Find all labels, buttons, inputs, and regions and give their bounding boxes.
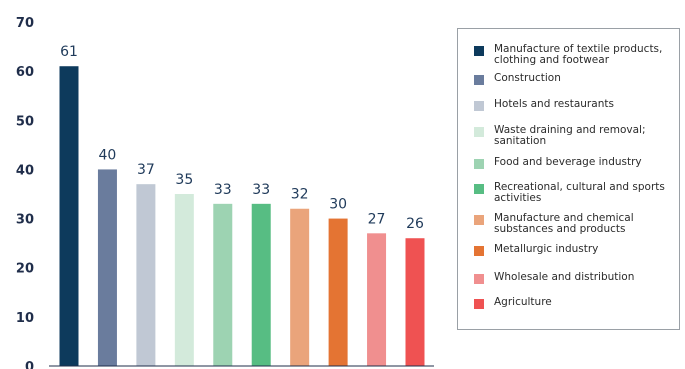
legend-label: Wholesale and distribution — [494, 271, 635, 283]
y-tick-label: 50 — [16, 114, 34, 129]
bar — [328, 218, 348, 366]
bar — [136, 184, 156, 366]
legend-label: Metallurgic industry — [494, 243, 599, 255]
y-tick-label: 40 — [16, 163, 34, 178]
legend-swatch — [474, 75, 484, 85]
data-label: 33 — [252, 182, 270, 198]
legend-label: Hotels and restaurants — [494, 98, 614, 110]
data-labels: 61 40 37 35 33 33 32 30 27 26 — [60, 44, 424, 232]
y-tick-label: 20 — [16, 262, 34, 277]
data-label: 30 — [329, 197, 347, 213]
legend: Manufacture of textile products, clothin… — [457, 28, 680, 330]
y-axis: 0 10 20 30 40 50 60 70 — [16, 16, 34, 369]
bars — [59, 66, 425, 366]
data-label: 40 — [99, 147, 117, 163]
legend-swatch — [474, 246, 484, 256]
legend-label: Food and beverage industry — [494, 156, 642, 168]
y-tick-label: 60 — [16, 65, 34, 80]
legend-item: Metallurgic industry — [474, 244, 674, 256]
legend-label: Recreational, cultural and sports activi… — [494, 181, 665, 204]
legend-item: Manufacture of textile products, clothin… — [474, 44, 674, 66]
legend-swatch — [474, 299, 484, 309]
bar — [290, 208, 310, 366]
bar — [213, 203, 233, 366]
legend-swatch — [474, 184, 484, 194]
bar — [367, 233, 387, 366]
y-tick-label: 0 — [25, 360, 34, 369]
data-label: 37 — [137, 162, 155, 178]
legend-swatch — [474, 274, 484, 284]
y-tick-label: 70 — [16, 16, 34, 31]
bar — [405, 238, 425, 366]
data-label: 26 — [406, 216, 424, 232]
legend-item: Agriculture — [474, 297, 674, 309]
y-tick-label: 30 — [16, 213, 34, 228]
legend-swatch — [474, 215, 484, 225]
data-label: 61 — [60, 44, 78, 60]
y-tick-label: 10 — [16, 311, 34, 326]
legend-item: Waste draining and removal; sanitation — [474, 125, 674, 147]
data-label: 32 — [291, 187, 309, 203]
legend-swatch — [474, 127, 484, 137]
data-label: 33 — [214, 182, 232, 198]
bar — [251, 203, 271, 366]
legend-swatch — [474, 46, 484, 56]
legend-item: Construction — [474, 73, 674, 85]
data-label: 27 — [368, 211, 386, 227]
legend-label: Waste draining and removal; sanitation — [494, 124, 646, 147]
legend-swatch — [474, 159, 484, 169]
legend-label: Agriculture — [494, 296, 552, 308]
bar — [97, 169, 117, 366]
bar — [174, 194, 194, 366]
legend-label: Manufacture of textile products, clothin… — [494, 43, 663, 66]
data-label: 35 — [175, 172, 193, 188]
legend-label: Construction — [494, 72, 561, 84]
legend-item: Food and beverage industry — [474, 157, 674, 169]
legend-label: Manufacture and chemical substances and … — [494, 212, 634, 235]
bar — [59, 66, 79, 366]
legend-swatch — [474, 101, 484, 111]
legend-item: Hotels and restaurants — [474, 99, 674, 111]
legend-item: Wholesale and distribution — [474, 272, 674, 284]
legend-item: Recreational, cultural and sports activi… — [474, 182, 674, 204]
legend-item: Manufacture and chemical substances and … — [474, 213, 674, 235]
